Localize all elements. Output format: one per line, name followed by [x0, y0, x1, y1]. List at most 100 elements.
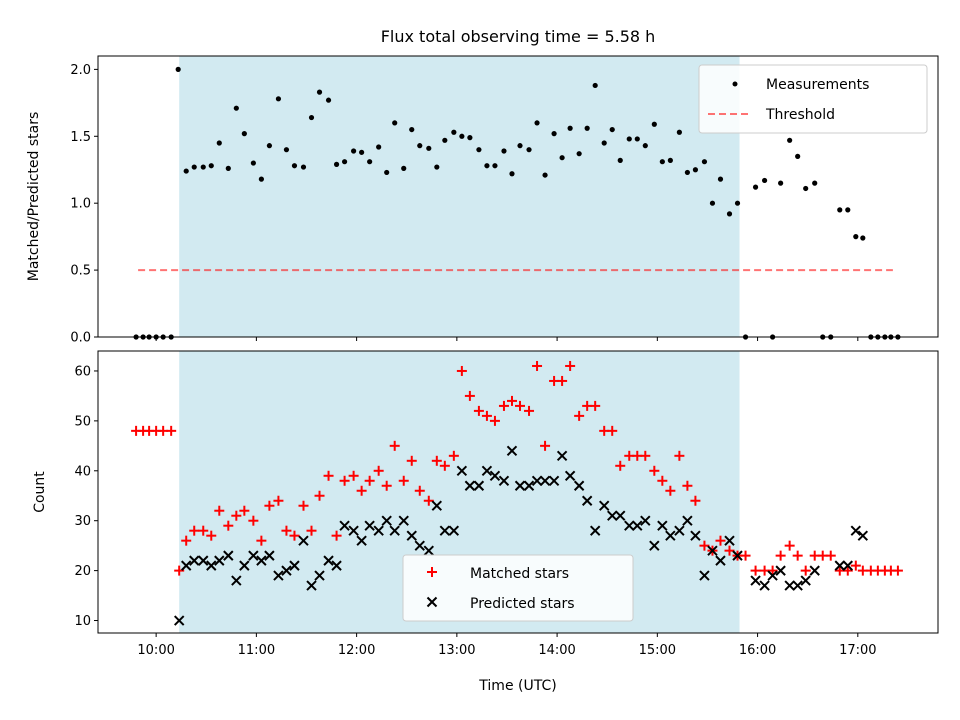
cross-stroke [264, 550, 275, 561]
matched-star-point [775, 550, 786, 561]
matched-star-point [431, 455, 442, 466]
matched-star-point [724, 545, 735, 556]
predicted-star-point [306, 580, 317, 591]
predicted-star-point [323, 555, 334, 566]
cross-stroke [784, 580, 795, 591]
cross-stroke [809, 565, 820, 576]
cross-stroke [373, 525, 384, 536]
cross-stroke [624, 520, 635, 531]
matched-star-point [565, 360, 576, 371]
cross-stroke [682, 515, 693, 526]
x-tick-label: 10:00 [137, 643, 174, 658]
measurement-point [401, 165, 407, 171]
matched-star-point [699, 540, 710, 551]
cross-stroke [306, 580, 317, 591]
matched-star-point [239, 505, 250, 516]
matched-star-point [825, 550, 836, 561]
cross-stroke [767, 570, 778, 581]
measurement-point [467, 135, 473, 141]
predicted-star-point [373, 525, 384, 536]
matched-star-point [481, 410, 492, 421]
bottom-y-axis-label: Count [32, 471, 48, 513]
matched-star-point [389, 440, 400, 451]
cross-stroke [473, 480, 485, 491]
matched-star-point [348, 470, 359, 481]
predicted-star-point [682, 515, 693, 526]
matched-star-point [373, 465, 384, 476]
legend-marker-measurements [732, 81, 738, 87]
bottom-y-ticks: 10 20 30 40 50 60 [74, 364, 98, 629]
predicted-star-point [181, 560, 192, 571]
predicted-star-point [389, 525, 400, 536]
measurement-point [609, 126, 615, 133]
measurement-point [795, 153, 801, 159]
predicted-star-point [699, 570, 710, 581]
predicted-star-point [264, 550, 275, 561]
predicted-star-point [640, 515, 651, 526]
y-tick-label: 0.0 [70, 331, 91, 346]
cross-stroke [481, 465, 493, 476]
matched-star-point [331, 530, 342, 541]
predicted-star-point [239, 560, 250, 571]
predicted-star-point [750, 575, 761, 586]
measurement-point [476, 147, 482, 153]
cross-stroke [506, 445, 518, 457]
measurement-point [845, 207, 851, 213]
predicted-star-point [615, 510, 626, 521]
cross-stroke [548, 475, 560, 486]
matched-star-point [498, 400, 509, 411]
top-axes-frame [97, 55, 939, 338]
cross-stroke [690, 530, 701, 541]
measurement-point [692, 167, 699, 173]
x-tick-label: 13:00 [438, 643, 475, 658]
cross-stroke [792, 580, 803, 591]
matched-star-point [690, 495, 701, 506]
predicted-star-point [289, 560, 300, 571]
predicted-star-point [248, 550, 259, 561]
legend-cross-marker [426, 596, 438, 608]
measurement-point [392, 120, 398, 126]
predicted-star-point [314, 570, 325, 581]
matched-star-point [506, 395, 517, 406]
measurement-point [308, 114, 315, 121]
measurement-point [451, 129, 457, 135]
cross-stroke [414, 540, 425, 551]
predicted-star-point [273, 570, 284, 581]
matched-star-point [423, 495, 434, 506]
cross-stroke [598, 500, 610, 511]
matched-star-point [532, 360, 543, 371]
predicted-star-point [589, 525, 601, 536]
cross-stroke [248, 550, 259, 561]
predicted-star-point [759, 580, 770, 591]
predicted-star-point [775, 565, 786, 576]
measurement-point [803, 185, 809, 192]
predicted-star-point [800, 575, 811, 586]
predicted-star-point [632, 520, 643, 531]
measurement-points [133, 66, 901, 340]
matched-star-point [657, 475, 668, 486]
cross-stroke [775, 565, 786, 576]
cross-stroke [759, 580, 770, 591]
predicted-star-point [523, 480, 535, 491]
observing-window-shade-top [179, 56, 740, 337]
predicted-star-point [531, 475, 543, 486]
predicted-star-point [448, 525, 460, 536]
measurement-point [183, 168, 189, 174]
predicted-star-point [498, 475, 510, 486]
predicted-star-point [331, 560, 342, 571]
cross-stroke [489, 470, 501, 481]
measurement-point [367, 159, 373, 165]
measurement-point [325, 97, 332, 103]
measurement-point [684, 169, 691, 176]
measurement-point [651, 121, 657, 127]
cross-stroke [724, 535, 735, 546]
x-tick-label: 16:00 [739, 643, 776, 658]
predicted-star-point [665, 530, 676, 541]
bottom-legend-box [402, 554, 634, 622]
cross-stroke [715, 555, 726, 566]
predicted-star-point [423, 545, 434, 556]
cross-stroke [273, 570, 284, 581]
measurement-point [752, 184, 759, 190]
matched-star-point [231, 510, 242, 521]
